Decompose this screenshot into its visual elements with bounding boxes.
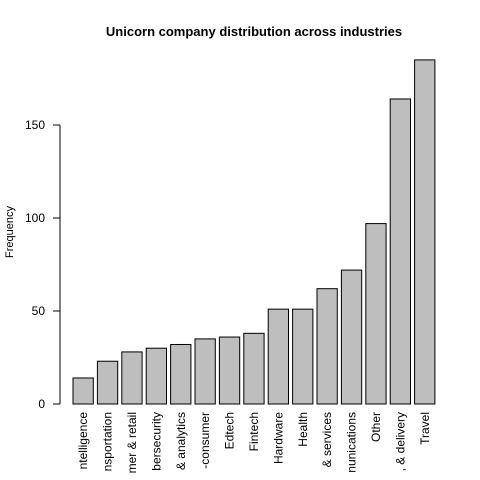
bar	[414, 59, 436, 405]
x-tick-label: mer & retail	[125, 412, 139, 473]
x-tick-label: bersecurity	[149, 412, 163, 471]
bar	[267, 308, 290, 405]
bar	[145, 347, 167, 405]
y-tick-label: 100	[25, 211, 45, 225]
bar	[72, 377, 94, 405]
x-tick-label: -consumer	[198, 412, 212, 469]
y-axis-label: Frequency	[4, 206, 16, 258]
x-tick-label: Health	[296, 412, 310, 447]
x-tick-label: Other	[369, 412, 383, 442]
x-tick-label: Fintech	[247, 412, 261, 451]
bar	[389, 98, 412, 405]
bar	[316, 288, 338, 405]
y-tick-label: 50	[32, 304, 46, 318]
bar	[170, 343, 192, 405]
x-tick-label: , & delivery	[393, 412, 407, 471]
bar	[340, 269, 363, 405]
bar	[243, 332, 265, 405]
x-tick-label: Hardware	[271, 412, 285, 464]
chart-title: Unicorn company distribution across indu…	[106, 24, 402, 39]
x-tick-label: nsportation	[101, 412, 115, 471]
y-tick-label: 0	[38, 397, 45, 411]
x-tick-label: Travel	[418, 412, 432, 445]
bar	[365, 223, 387, 405]
y-tick-label: 150	[25, 118, 45, 132]
bar	[96, 360, 119, 405]
x-tick-label: & services	[320, 412, 334, 467]
bar	[292, 308, 314, 405]
bar	[194, 338, 216, 405]
bar	[218, 336, 241, 405]
x-tick-label: ntelligence	[76, 412, 90, 470]
x-tick-label: & analytics	[174, 412, 188, 470]
x-tick-label: Edtech	[223, 412, 237, 449]
bar	[121, 351, 143, 405]
x-tick-label: nunications	[345, 412, 359, 473]
